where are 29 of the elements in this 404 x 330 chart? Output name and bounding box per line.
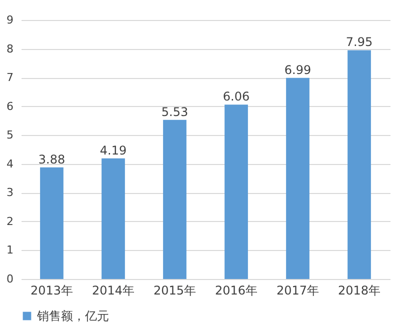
y-tick-label: 5: [6, 128, 14, 142]
data-label: 3.88: [38, 152, 66, 166]
y-tick-label: 3: [6, 186, 14, 200]
data-label: 6.06: [222, 90, 250, 104]
x-tick-label: 2018年: [338, 284, 381, 298]
bar: [163, 120, 186, 279]
bar: [348, 50, 371, 279]
data-label: 4.19: [100, 143, 127, 158]
legend-label: 销售额，亿元: [36, 309, 109, 323]
x-tick-label: 2017年: [276, 284, 320, 298]
bar: [224, 104, 248, 279]
data-label: 6.99: [284, 62, 312, 77]
y-tick-label: 7: [6, 71, 14, 84]
y-tick-label: 4: [6, 157, 14, 170]
x-tick-label: 2015年: [153, 284, 196, 298]
x-tick-label: 2016年: [214, 284, 258, 298]
y-tick-label: 0: [6, 272, 14, 286]
y-tick-label: 9: [6, 14, 14, 26]
data-label: 7.95: [346, 35, 373, 50]
y-tick-label: 6: [6, 100, 14, 113]
y-tick-label: 1: [6, 244, 14, 257]
x-tick-label: 2013年: [30, 284, 74, 298]
x-tick-label: 2014年: [92, 284, 135, 298]
data-label: 5.53: [161, 104, 188, 119]
y-tick-label: 8: [6, 42, 14, 56]
bar: [102, 158, 125, 279]
bar: [40, 167, 64, 279]
bar: [286, 78, 310, 279]
y-tick-label: 2: [6, 214, 14, 228]
